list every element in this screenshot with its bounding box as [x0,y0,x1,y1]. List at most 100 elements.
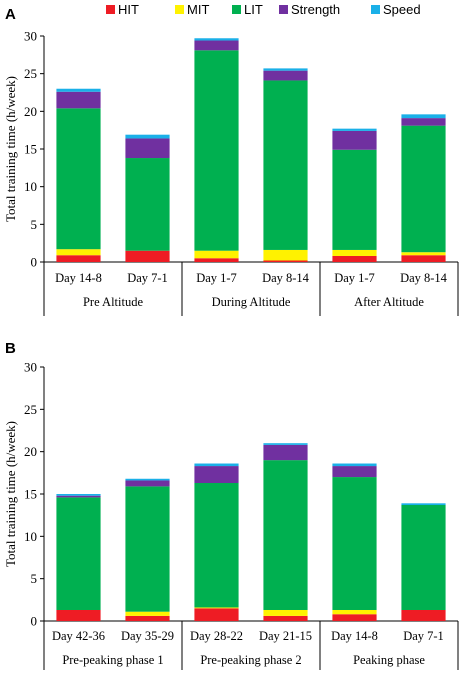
bar-segment-lit-1 [56,497,101,610]
bar-segment-mit-5 [332,249,377,256]
bar-segment-speed-6 [401,114,446,119]
group-label: Pre Altitude [83,295,144,309]
bar-segment-hit-3 [194,608,239,621]
bar-segment-lit-4 [263,80,308,250]
bar-segment-lit-4 [263,460,308,610]
bar-segment-strength-4 [263,70,308,81]
bar-segment-strength-1 [56,495,101,498]
bar-segment-hit-2 [125,250,170,262]
bar-segment-mit-2 [125,611,170,616]
legend-label-lit: LIT [244,2,263,17]
y-axis-label: Total training time (h/week) [3,76,18,222]
bar-segment-speed-5 [332,463,377,467]
x-category-label: Day 21-15 [259,629,312,643]
y-tick-label: 15 [24,142,37,157]
bar-segment-speed-5 [332,128,377,131]
bar-segment-speed-4 [263,68,308,71]
x-category-label: Day 8-14 [262,271,310,285]
bar-segment-mit-1 [56,249,101,256]
y-tick-label: 15 [24,487,37,502]
bar-segment-speed-3 [194,38,239,41]
panel-b: B Total training time (h/week) 0 5 10 15 20 25 3… [3,340,459,670]
legend-swatch-speed [371,5,380,14]
x-category-label: Day 14-8 [55,271,102,285]
bar-segment-hit-4 [263,615,308,621]
x-category-label: Day 8-14 [400,271,448,285]
bar-segment-lit-3 [194,50,239,251]
bar-segment-speed-1 [56,88,101,92]
bar-segment-strength-4 [263,444,308,461]
bar-segment-strength-3 [194,466,239,483]
bar-segment-strength-5 [332,130,377,150]
bar-segment-lit-3 [194,482,239,608]
y-tick-label: 5 [31,217,38,232]
bar-segment-lit-2 [125,158,170,251]
legend-swatch-hit [106,5,115,14]
panel-letter: A [5,6,16,23]
y-axis-label: Total training time (h/week) [3,421,18,567]
bar-segment-strength-3 [194,40,239,51]
legend: HIT MIT LIT Strength Speed [106,2,421,17]
y-tick-label: 30 [24,29,37,44]
legend-swatch-mit [175,5,184,14]
bar-segment-lit-5 [332,477,377,610]
x-category-label: Day 7-1 [127,271,168,285]
y-tick-label: 0 [31,614,38,629]
bar-segment-speed-6 [401,503,446,506]
y-tick-label: 5 [31,571,38,586]
panel-a: A Total training time (h/week) 0 5 10 15 20 25 3… [3,6,459,316]
x-category-label: Day 1-7 [196,271,237,285]
bar-segment-lit-1 [56,108,101,250]
bar-segment-strength-2 [125,480,170,487]
y-tick-label: 20 [24,444,37,459]
bar-segment-speed-4 [263,443,308,445]
x-category-label: Day 7-1 [403,629,444,643]
y-tick-label: 10 [24,529,37,544]
bar-segment-speed-1 [56,494,101,496]
bar-segment-hit-1 [56,255,101,262]
bar-segment-hit-5 [332,614,377,621]
bar-segment-lit-6 [401,505,446,610]
bar-segment-speed-3 [194,463,239,467]
bar-segment-mit-3 [194,607,239,609]
x-category-label: Day 42-36 [52,629,105,643]
bar-segment-mit-4 [263,609,308,616]
bar-segment-hit-3 [194,258,239,262]
bar-segment-mit-3 [194,250,239,259]
bar-segment-hit-5 [332,255,377,262]
bar-segment-strength-2 [125,138,170,159]
bar-segment-speed-2 [125,134,170,139]
group-label: Peaking phase [353,653,425,667]
bar-segment-mit-4 [263,249,308,261]
bar-segment-lit-2 [125,486,170,612]
bar-segment-strength-1 [56,91,101,109]
y-tick-label: 10 [24,179,37,194]
legend-swatch-lit [232,5,241,14]
group-label: Pre-peaking phase 2 [200,653,301,667]
bar-segment-mit-5 [332,609,377,615]
bar-segment-strength-5 [332,466,377,478]
bar-segment-hit-2 [125,615,170,621]
group-label: Pre-peaking phase 1 [62,653,163,667]
panel-letter: B [5,340,16,357]
legend-label-speed: Speed [383,2,421,17]
group-label: After Altitude [354,295,424,309]
y-tick-label: 20 [24,104,37,119]
legend-swatch-strength [279,5,288,14]
x-category-label: Day 14-8 [331,629,378,643]
group-label: During Altitude [212,295,291,309]
y-tick-label: 30 [24,360,37,375]
x-category-label: Day 28-22 [190,629,243,643]
bar-segment-strength-6 [401,118,446,126]
bar-segment-lit-5 [332,149,377,250]
bar-segment-hit-4 [263,260,308,262]
legend-label-strength: Strength [291,2,340,17]
bar-segment-mit-6 [401,252,446,256]
x-category-label: Day 1-7 [334,271,375,285]
y-tick-label: 25 [24,66,37,81]
y-tick-label: 25 [24,402,37,417]
bar-segment-hit-1 [56,609,101,621]
bar-segment-hit-6 [401,609,446,621]
